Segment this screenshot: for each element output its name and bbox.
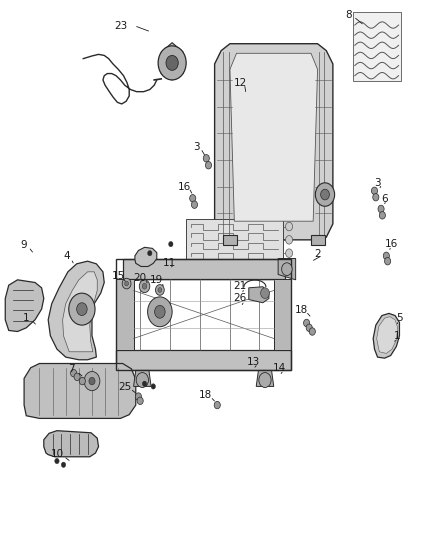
- Circle shape: [203, 155, 209, 162]
- Text: 20: 20: [134, 273, 147, 282]
- Circle shape: [383, 252, 389, 260]
- Polygon shape: [311, 235, 325, 245]
- Circle shape: [304, 319, 310, 327]
- Circle shape: [158, 288, 162, 292]
- Polygon shape: [116, 350, 291, 370]
- Text: 12: 12: [233, 78, 247, 87]
- Text: 4: 4: [63, 252, 70, 261]
- Polygon shape: [353, 12, 401, 81]
- Polygon shape: [249, 287, 269, 303]
- Circle shape: [151, 384, 155, 389]
- Polygon shape: [377, 317, 398, 353]
- Text: 21: 21: [233, 281, 247, 291]
- Text: 16: 16: [178, 182, 191, 191]
- Text: 16: 16: [385, 239, 398, 248]
- Circle shape: [136, 373, 148, 387]
- Polygon shape: [24, 364, 136, 418]
- Text: 3: 3: [193, 142, 200, 152]
- Circle shape: [55, 458, 59, 464]
- Circle shape: [155, 305, 165, 318]
- Circle shape: [71, 369, 77, 377]
- Text: 1: 1: [23, 313, 30, 323]
- Text: 14: 14: [273, 364, 286, 373]
- Circle shape: [148, 251, 152, 256]
- Text: 19: 19: [150, 276, 163, 285]
- Circle shape: [77, 303, 87, 316]
- Polygon shape: [186, 219, 283, 261]
- Circle shape: [379, 212, 385, 219]
- Text: 5: 5: [396, 313, 403, 323]
- Circle shape: [158, 46, 186, 80]
- Circle shape: [135, 393, 141, 400]
- Circle shape: [214, 401, 220, 409]
- Circle shape: [205, 161, 212, 169]
- Circle shape: [191, 201, 198, 208]
- Text: 7: 7: [68, 365, 75, 374]
- Polygon shape: [215, 44, 333, 240]
- Circle shape: [137, 397, 143, 405]
- Polygon shape: [134, 370, 151, 386]
- Polygon shape: [278, 259, 296, 280]
- Circle shape: [148, 297, 172, 327]
- Circle shape: [286, 222, 293, 231]
- Circle shape: [306, 324, 312, 332]
- Circle shape: [259, 373, 271, 387]
- Bar: [116, 259, 291, 370]
- Circle shape: [122, 278, 131, 289]
- Circle shape: [139, 280, 150, 293]
- Polygon shape: [256, 370, 274, 386]
- Circle shape: [142, 284, 147, 289]
- Circle shape: [371, 187, 378, 195]
- Circle shape: [61, 462, 66, 467]
- Text: 8: 8: [345, 11, 352, 20]
- Circle shape: [89, 377, 95, 385]
- Circle shape: [79, 377, 85, 385]
- Text: 3: 3: [374, 178, 381, 188]
- Circle shape: [261, 288, 269, 298]
- Polygon shape: [116, 279, 134, 350]
- Polygon shape: [373, 313, 399, 358]
- Text: 18: 18: [295, 305, 308, 314]
- Circle shape: [166, 55, 178, 70]
- Circle shape: [169, 241, 173, 247]
- Polygon shape: [135, 247, 157, 266]
- Text: 25: 25: [118, 382, 131, 392]
- Circle shape: [190, 195, 196, 202]
- Text: 13: 13: [247, 357, 260, 367]
- Circle shape: [282, 263, 292, 276]
- Circle shape: [378, 205, 384, 213]
- Polygon shape: [223, 235, 237, 245]
- Text: 2: 2: [314, 249, 321, 259]
- Text: 9: 9: [20, 240, 27, 249]
- Circle shape: [69, 293, 95, 325]
- Text: 1: 1: [393, 331, 400, 341]
- Circle shape: [84, 372, 100, 391]
- Polygon shape: [48, 261, 104, 360]
- Circle shape: [286, 236, 293, 244]
- Polygon shape: [44, 431, 99, 457]
- Circle shape: [286, 249, 293, 257]
- Polygon shape: [274, 279, 291, 350]
- Circle shape: [155, 285, 164, 295]
- Circle shape: [74, 373, 80, 381]
- Circle shape: [315, 183, 335, 206]
- Circle shape: [385, 257, 391, 265]
- Polygon shape: [230, 53, 318, 221]
- Circle shape: [142, 381, 147, 386]
- Text: 23: 23: [114, 21, 127, 30]
- Polygon shape: [5, 280, 44, 332]
- Polygon shape: [123, 259, 285, 279]
- Circle shape: [373, 193, 379, 201]
- Text: 6: 6: [381, 194, 388, 204]
- Polygon shape: [161, 43, 183, 80]
- Text: 26: 26: [233, 294, 247, 303]
- Circle shape: [321, 189, 329, 200]
- Text: 18: 18: [198, 390, 212, 400]
- Polygon shape: [63, 272, 97, 352]
- Circle shape: [124, 281, 129, 286]
- Text: 11: 11: [163, 258, 176, 268]
- Text: 10: 10: [50, 449, 64, 459]
- Circle shape: [309, 328, 315, 335]
- Text: 15: 15: [112, 271, 125, 280]
